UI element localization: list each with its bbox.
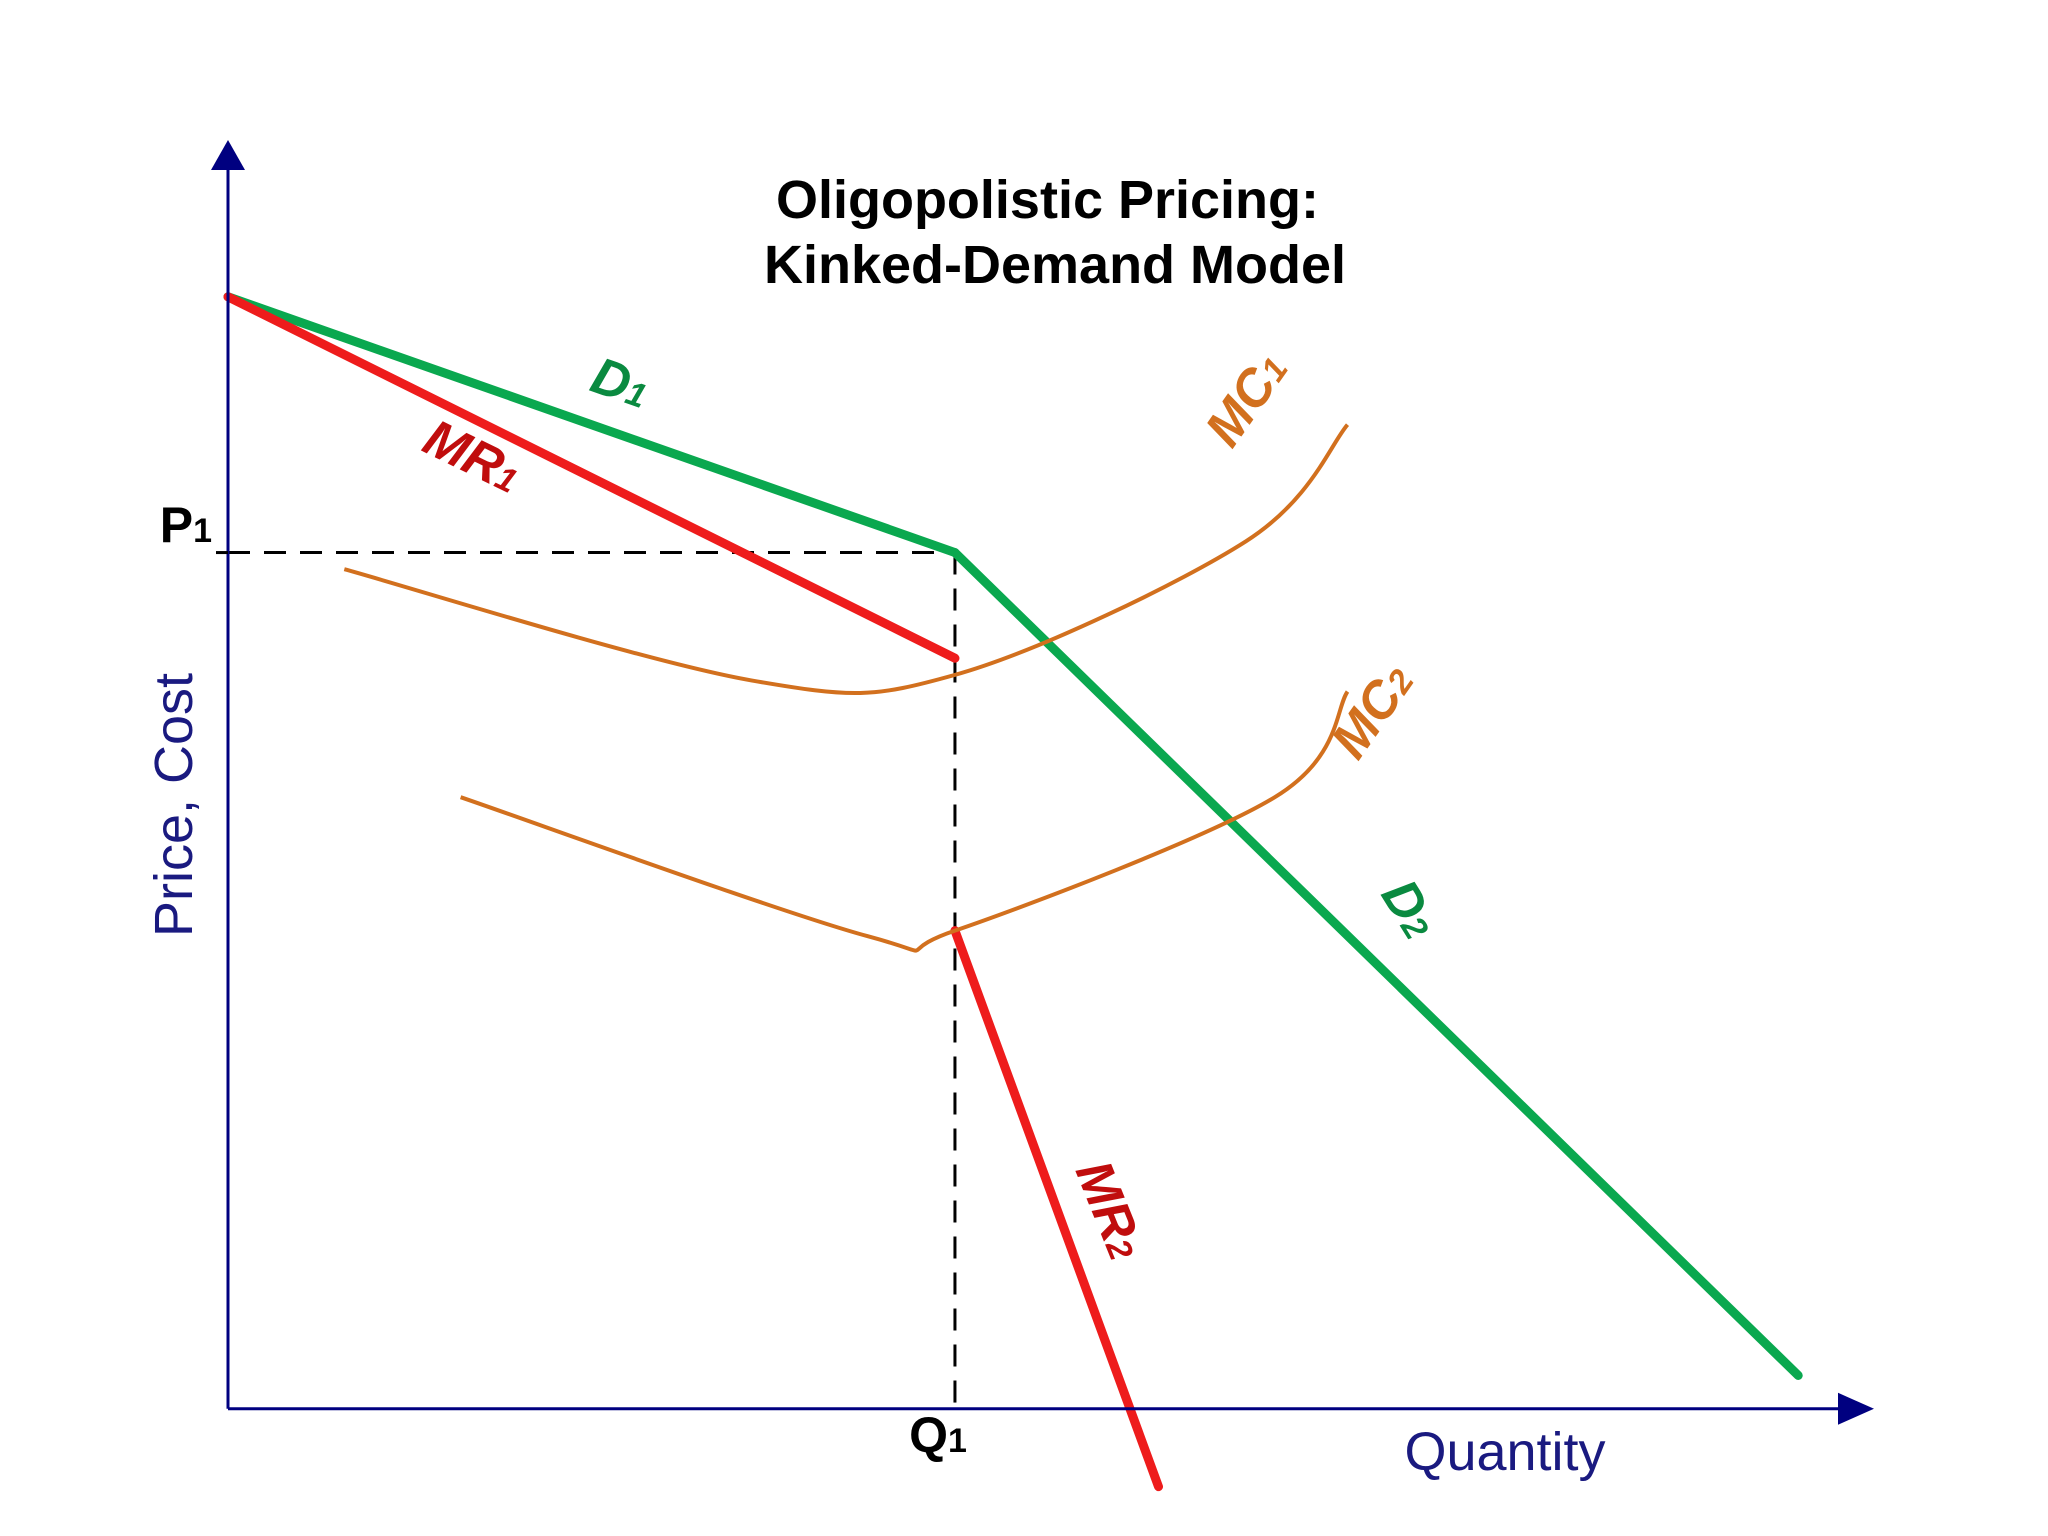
reference-lines	[228, 551, 957, 1409]
curves	[223, 292, 1803, 1492]
axes	[211, 140, 1874, 1425]
chart-title-line-2: Kinked-Demand Model	[764, 235, 1346, 295]
y-tick-label-p1: P1	[160, 497, 212, 553]
y-axis-arrow	[211, 140, 245, 170]
mc2-label: MC2	[1320, 654, 1425, 769]
x-tick-label-q1: Q1	[909, 1407, 967, 1463]
mc1-curve	[343, 423, 1350, 696]
d2-label: D2	[1370, 870, 1449, 949]
mr2-label: MR2	[1064, 1153, 1155, 1267]
mr1-curve	[223, 292, 960, 663]
x-axis-arrow	[1838, 1392, 1874, 1425]
mr2-curve	[950, 926, 1164, 1492]
d2-curve	[950, 548, 1803, 1380]
chart-title-line-1: Oligopolistic Pricing:	[776, 170, 1319, 230]
d1-label: D1	[584, 347, 656, 420]
y-axis-label: Price, Cost	[144, 673, 204, 937]
chart-title: Oligopolistic Pricing: Kinked-Demand Mod…	[764, 170, 1346, 295]
mc2-curve	[459, 690, 1350, 953]
mc1-label: MC1	[1194, 342, 1299, 457]
d1-curve	[223, 292, 960, 558]
x-axis-label: Quantity	[1404, 1422, 1605, 1482]
